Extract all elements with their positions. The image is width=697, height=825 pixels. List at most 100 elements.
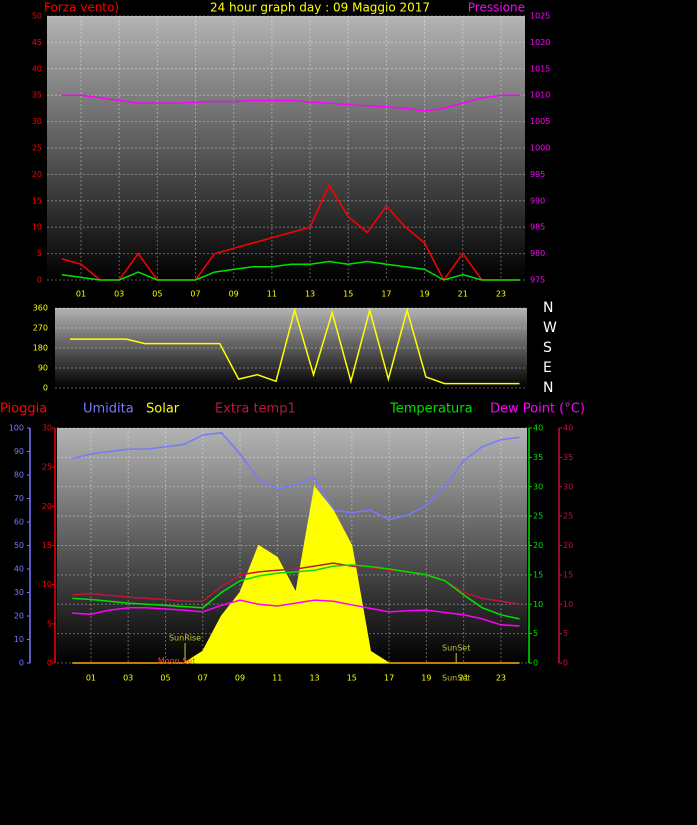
tick-label: 35 [533,453,543,462]
tick-label: 0 [563,659,568,668]
line [72,564,520,620]
tick-label: 0 [43,384,48,393]
x-tick-label: 03 [123,674,133,683]
x-tick-label: 17 [384,674,394,683]
x-tick-label: 17 [381,290,391,299]
tick-label: 1020 [530,38,550,47]
line [72,599,520,627]
tick-label: 50 [32,12,42,21]
tick-label: 45 [32,38,42,47]
tick-label: 20 [32,170,42,179]
x-tick-label: 01 [86,674,96,683]
tick-label: 40 [14,565,24,574]
x-tick-label: 07 [198,674,208,683]
tick-label: 70 [14,494,24,503]
line [61,260,520,281]
tick-label: 50 [14,541,24,550]
legend-label: Dew Point (°C) [490,402,585,417]
tick-label: 0 [19,659,24,668]
tick-label: 10 [563,600,573,609]
tick-label: 25 [533,512,543,521]
tick-label: 1000 [530,144,550,153]
x-tick-label: 09 [229,290,239,299]
tick-label: 5 [563,629,568,638]
tick-label: 20 [563,541,573,550]
tick-label: 90 [14,447,24,456]
tick-label: 10 [42,580,52,589]
annotation: Moon Set [158,657,195,666]
tick-label: 20 [533,541,543,550]
tick-label: 30 [533,482,543,491]
tick-label: 60 [14,518,24,527]
tick-label: 80 [14,471,24,480]
tick-label: 1015 [530,64,550,73]
x-tick-label: 07 [190,290,200,299]
tick-label: W [543,320,557,336]
tick-label: S [543,340,552,356]
chart-title: 24 hour graph day : 09 Maggio 2017 [210,1,430,15]
tick-label: 1005 [530,117,550,126]
plot-area [47,16,525,280]
tick-label: 5 [47,619,52,628]
tick-label: 15 [32,196,42,205]
legend-label: Solar [146,402,180,417]
tick-label: 975 [530,276,545,285]
tick-label: 40 [32,64,42,73]
x-tick-label: 23 [496,290,506,299]
tick-label: 25 [42,463,52,472]
tick-label: 35 [32,91,42,100]
tick-label: 995 [530,170,545,179]
tick-label: E [543,360,552,376]
tick-label: 980 [530,249,545,258]
x-tick-label: 21 [459,674,469,683]
x-tick-label: 11 [272,674,282,683]
tick-label: 15 [42,541,52,550]
tick-label: 25 [563,512,573,521]
tick-label: N [543,380,553,396]
tick-label: 25 [32,144,42,153]
y2-axis-label: Pressione [468,1,525,15]
tick-label: 100 [9,424,24,433]
tick-label: 0 [47,659,52,668]
y-axis-label: Forza vento) [44,1,119,15]
tick-label: 35 [563,453,573,462]
x-tick-label: 13 [309,674,319,683]
x-tick-label: 13 [305,290,315,299]
tick-label: 0 [37,276,42,285]
legend-label: Pioggia [0,402,47,417]
tick-label: 1025 [530,12,550,21]
tick-label: 5 [533,629,538,638]
tick-label: 360 [33,304,48,313]
x-tick-label: 05 [160,674,170,683]
tick-label: 10 [32,223,42,232]
x-tick-label: 21 [458,290,468,299]
tick-label: 90 [38,364,48,373]
annotation: SunSet [442,644,470,653]
tick-label: 30 [32,117,42,126]
tick-label: 10 [533,600,543,609]
tick-label: 15 [563,570,573,579]
tick-label: 10 [14,635,24,644]
x-tick-label: 19 [419,290,429,299]
x-tick-label: 05 [152,290,162,299]
tick-label: 1010 [530,91,550,100]
annotation: SunSet [442,674,470,683]
x-tick-label: 15 [347,674,357,683]
tick-label: 20 [14,612,24,621]
tick-label: 30 [42,424,52,433]
tick-label: 180 [33,344,48,353]
tick-label: 985 [530,223,545,232]
tick-label: 20 [42,502,52,511]
annotation: SunRise [169,634,201,643]
tick-label: 0 [533,659,538,668]
tick-label: 270 [33,324,48,333]
line [61,94,520,112]
tick-label: N [543,300,553,316]
area [72,485,520,664]
legend-label: Temperatura [389,402,473,417]
x-tick-label: 15 [343,290,353,299]
x-tick-label: 09 [235,674,245,683]
line [72,431,520,521]
